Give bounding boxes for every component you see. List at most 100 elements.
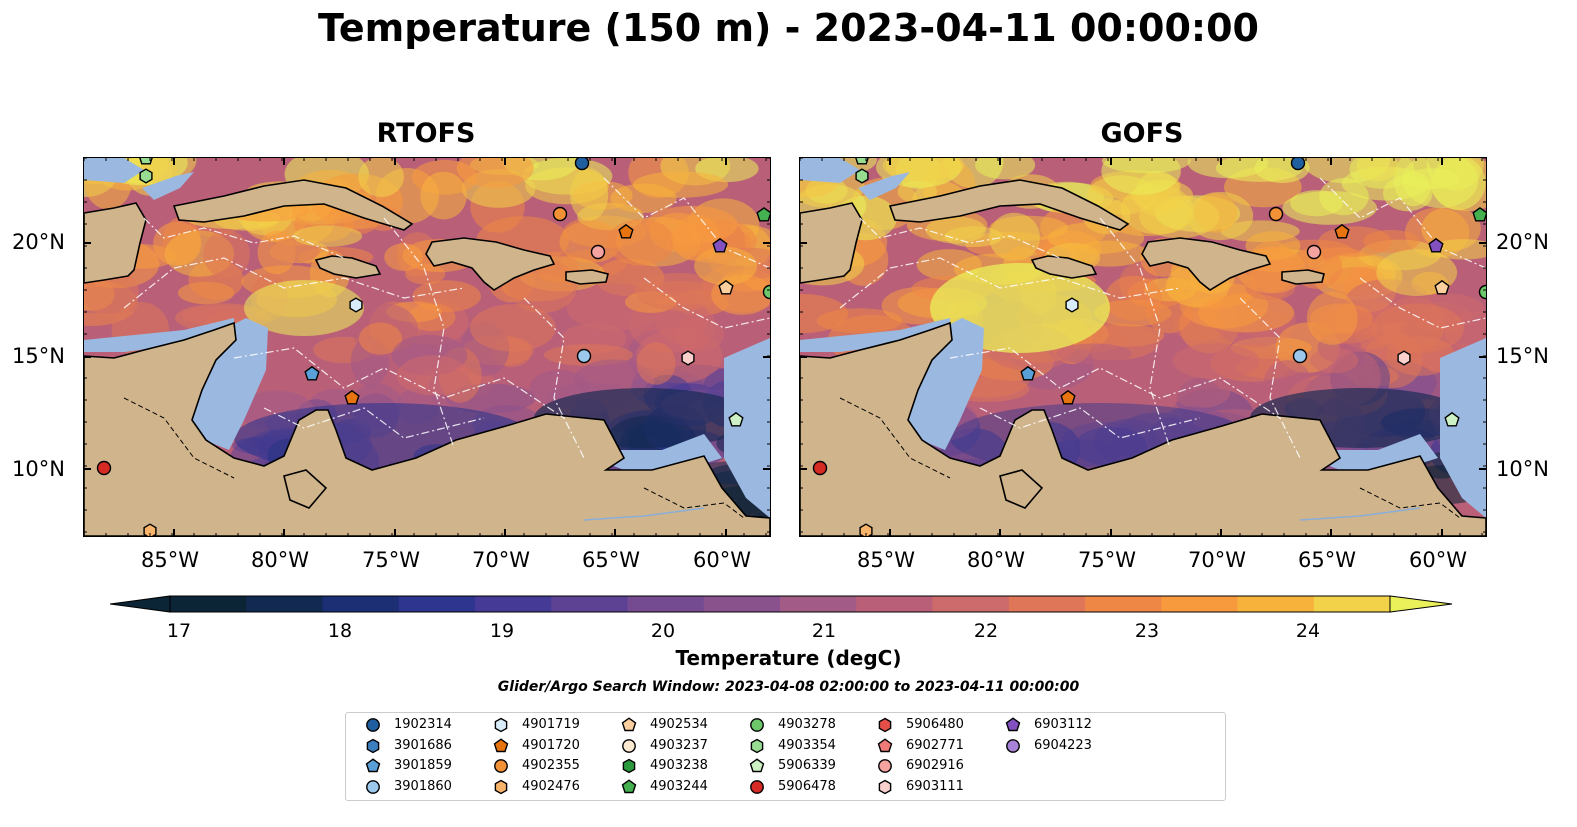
legend-entry-label: 1902314 [394, 717, 452, 732]
float-marker [139, 168, 153, 184]
float-marker [96, 460, 112, 476]
colorbar-segment [1313, 596, 1391, 612]
legend-entry-label: 4903354 [778, 737, 836, 753]
colorbar-segment [398, 596, 476, 612]
legend-entry-label: 6904223 [1034, 737, 1092, 753]
float-marker [576, 348, 592, 364]
float-marker [1334, 223, 1350, 239]
hexagon-marker-icon [750, 738, 764, 753]
float-legend: 1902314 3901686 3901859 3901860 4901719 49017… [345, 712, 1226, 801]
float-marker [304, 365, 320, 381]
legend-entry-label: 6903112 [1034, 717, 1092, 732]
colorbar-tick-label: 24 [1295, 620, 1321, 642]
pentagon-marker-icon [621, 778, 637, 793]
colorbar-segment [170, 596, 247, 612]
float-marker [1472, 207, 1486, 222]
lon-label-80w: 80°W [251, 548, 309, 572]
legend-entry-label: 4903244 [650, 778, 708, 794]
colorbar-extend-low [110, 595, 171, 613]
colorbar-segment [932, 596, 1010, 612]
lon-label-65w: 65°W [582, 548, 640, 572]
legend-entry-label: 4903278 [778, 717, 836, 732]
colorbar-label: Temperature (degC) [675, 646, 902, 670]
legend-entry-label: 4901719 [522, 717, 580, 732]
colorbar-tick-label: 22 [973, 620, 999, 642]
float-marker [139, 158, 153, 165]
colorbar-tick-label: 18 [327, 620, 353, 642]
float-marker [1397, 350, 1411, 366]
temperature-colorbar [110, 595, 1453, 613]
lon-label-65w: 65°W [1298, 548, 1356, 572]
legend-entry-label: 4903237 [650, 737, 708, 753]
legend-entry-label: 6903111 [906, 778, 964, 794]
pentagon-marker-icon [877, 737, 893, 752]
colorbar-segment [1085, 596, 1162, 612]
float-marker [574, 158, 590, 171]
float-marker [718, 279, 734, 295]
lon-label-80w: 80°W [967, 548, 1025, 572]
legend-entry-label: 5906480 [906, 717, 964, 732]
legend-entry-label: 4902355 [522, 758, 580, 773]
float-marker [756, 207, 770, 222]
circle-marker-icon [878, 759, 892, 773]
float-marker [712, 237, 728, 253]
lat-label-20n-left: 20°N [12, 230, 65, 254]
rtofs-panel-title: RTOFS [376, 118, 476, 149]
legend-entry-label: 3901860 [394, 778, 452, 794]
circle-marker-icon [622, 738, 636, 753]
figure-title: Temperature (150 m) - 2023-04-11 00:00:0… [317, 6, 1259, 50]
legend-entry-label: 5906339 [778, 758, 836, 773]
circle-marker-icon [1006, 738, 1020, 753]
float-marker [552, 206, 568, 222]
hexagon-marker-icon [878, 779, 892, 794]
float-marker [344, 389, 360, 405]
float-marker [1060, 389, 1076, 405]
colorbar-tick-label: 17 [166, 620, 192, 642]
hexagon-marker-icon [878, 717, 892, 733]
colorbar-segment [1237, 596, 1315, 612]
float-marker [812, 460, 828, 476]
lon-label-70w: 70°W [472, 548, 530, 572]
legend-entry-label: 6902771 [906, 737, 964, 753]
lat-label-15n-left: 15°N [12, 344, 65, 368]
float-marker [590, 244, 606, 260]
pentagon-marker-icon [749, 758, 765, 773]
lon-label-60w: 60°W [1409, 548, 1467, 572]
legend-entry-label: 3901686 [394, 737, 452, 753]
colorbar-segment [246, 596, 324, 612]
colorbar-segment [475, 596, 552, 612]
colorbar-segment [1008, 596, 1086, 612]
hexagon-marker-icon [494, 779, 508, 794]
pentagon-marker-icon [1005, 717, 1021, 732]
circle-marker-icon [494, 759, 508, 773]
float-marker [681, 350, 695, 366]
legend-entry-label: 3901859 [394, 758, 452, 773]
lon-label-60w: 60°W [693, 548, 751, 572]
colorbar-tick-label: 19 [489, 620, 515, 642]
hexagon-marker-icon [494, 717, 508, 733]
float-marker [1434, 279, 1450, 295]
colorbar-segment [1161, 596, 1239, 612]
colorbar-extend-high [1389, 595, 1453, 613]
legend-entry-label: 5906478 [778, 778, 836, 794]
pentagon-marker-icon [365, 758, 381, 773]
lon-label-85w: 85°W [141, 548, 199, 572]
float-marker [1478, 284, 1486, 300]
legend-entry-label: 4902534 [650, 717, 708, 732]
hexagon-marker-icon [366, 738, 380, 753]
colorbar-segment [703, 596, 781, 612]
colorbar-segment [551, 596, 629, 612]
float-marker [1065, 297, 1079, 313]
legend-entry-label: 4902476 [522, 778, 580, 794]
colorbar-tick-label: 20 [650, 620, 676, 642]
circle-marker-icon [750, 779, 764, 794]
float-marker [618, 223, 634, 239]
float-marker [1428, 237, 1444, 253]
float-marker [1306, 244, 1322, 260]
lon-label-70w: 70°W [1188, 548, 1246, 572]
lat-label-20n-right: 20°N [1496, 230, 1549, 254]
float-marker [855, 168, 869, 184]
float-marker [855, 158, 869, 165]
float-marker [728, 411, 744, 427]
float-marker [349, 297, 363, 313]
